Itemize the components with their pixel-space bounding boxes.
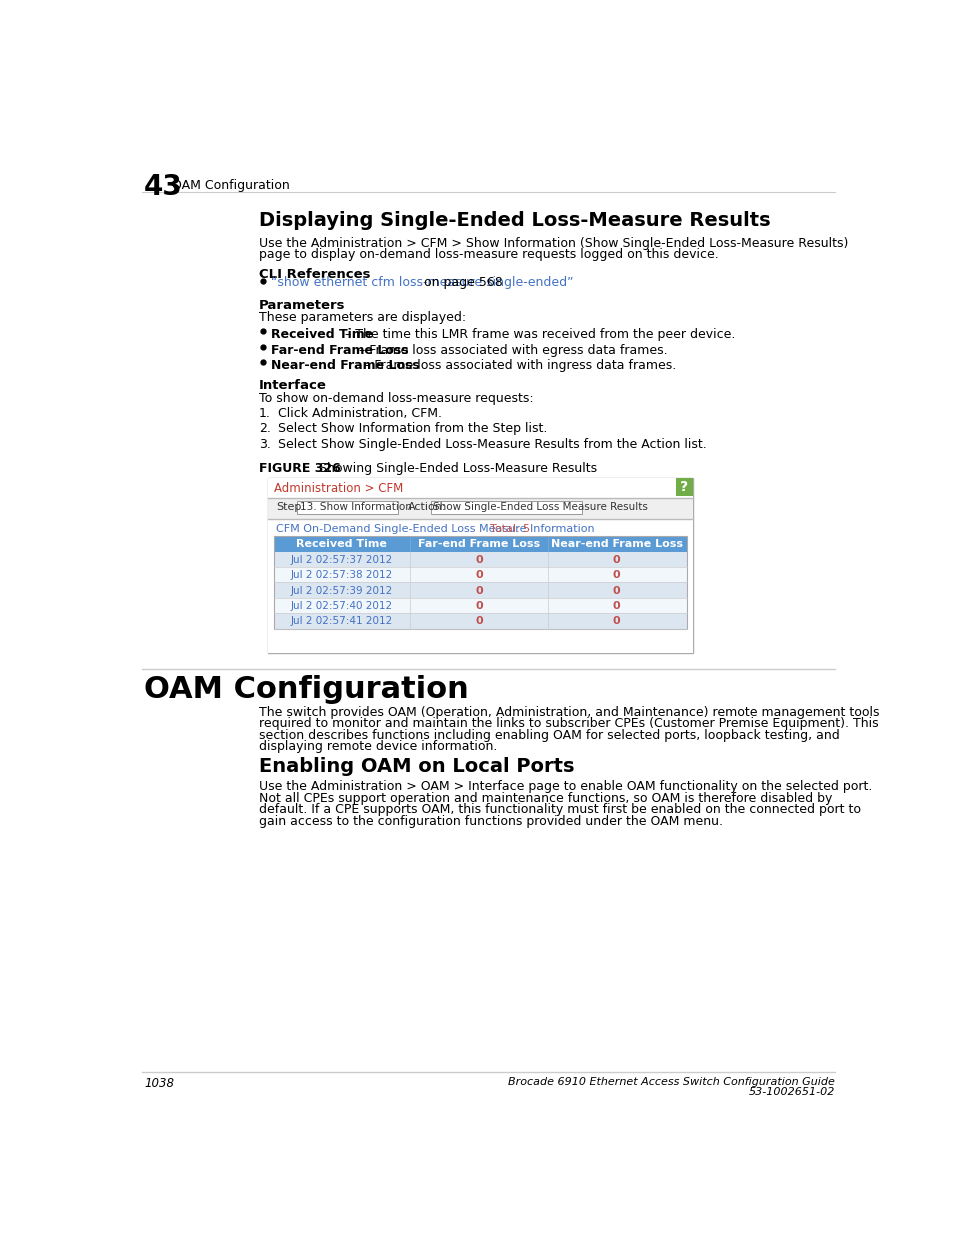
Text: Far-end Frame Loss: Far-end Frame Loss	[417, 538, 539, 548]
Text: 2.: 2.	[258, 422, 271, 435]
Text: 0: 0	[613, 616, 620, 626]
Bar	[431, 501, 581, 514]
Text: Administration > CFM: Administration > CFM	[274, 482, 403, 494]
Text: Show Single-Ended Loss Measure Results: Show Single-Ended Loss Measure Results	[433, 501, 647, 511]
Text: 0: 0	[475, 601, 482, 611]
Text: 0: 0	[613, 571, 620, 580]
Text: gain access to the configuration functions provided under the OAM menu.: gain access to the configuration functio…	[258, 815, 722, 827]
Text: CLI References: CLI References	[258, 268, 370, 282]
Text: Brocade 6910 Ethernet Access Switch Configuration Guide: Brocade 6910 Ethernet Access Switch Conf…	[508, 1077, 835, 1087]
Text: – Frame loss associated with egress data frames.: – Frame loss associated with egress data…	[355, 343, 667, 357]
Bar	[297, 501, 397, 514]
Text: 0: 0	[475, 616, 482, 626]
Text: Parameters: Parameters	[258, 299, 345, 312]
Text: 0: 0	[613, 585, 620, 595]
Text: on page 568: on page 568	[420, 275, 502, 289]
Text: 0: 0	[475, 585, 482, 595]
Text: Far-end Frame Loss: Far-end Frame Loss	[271, 343, 408, 357]
Bar	[675, 478, 692, 496]
Text: Jul 2 02:57:41 2012: Jul 2 02:57:41 2012	[291, 616, 393, 626]
Text: CFM On-Demand Single-Ended Loss Measure Information: CFM On-Demand Single-Ended Loss Measure …	[275, 524, 594, 534]
Text: Click Administration, CFM.: Click Administration, CFM.	[278, 406, 441, 420]
Text: 43: 43	[144, 173, 183, 201]
Text: 0: 0	[475, 571, 482, 580]
Text: displaying remote device information.: displaying remote device information.	[258, 740, 497, 753]
Bar	[268, 498, 692, 520]
Bar	[274, 583, 686, 598]
Text: Use the Administration > OAM > Interface page to enable OAM functionality on the: Use the Administration > OAM > Interface…	[258, 781, 871, 793]
Bar	[268, 520, 692, 653]
Text: Near-end Frame Loss: Near-end Frame Loss	[550, 538, 682, 548]
Text: 0: 0	[613, 601, 620, 611]
Text: 53-1002651-02: 53-1002651-02	[748, 1087, 835, 1097]
Text: 3.: 3.	[258, 437, 271, 451]
Text: The switch provides OAM (Operation, Administration, and Maintenance) remote mana: The switch provides OAM (Operation, Admi…	[258, 705, 879, 719]
Text: 0: 0	[613, 555, 620, 564]
Text: – Frame loss associated with ingress data frames.: – Frame loss associated with ingress dat…	[360, 359, 676, 372]
Text: section describes functions including enabling OAM for selected ports, loopback : section describes functions including en…	[258, 729, 839, 742]
Text: Select Show Information from the Step list.: Select Show Information from the Step li…	[278, 422, 547, 435]
Text: Action:: Action:	[407, 501, 446, 511]
Text: FIGURE 326: FIGURE 326	[258, 462, 340, 475]
Text: Near-end Frame Loss: Near-end Frame Loss	[271, 359, 419, 372]
Text: “show ethernet cfm loss-measure single-ended”: “show ethernet cfm loss-measure single-e…	[271, 275, 573, 289]
Bar	[274, 567, 686, 583]
Bar	[274, 552, 686, 567]
Text: default. If a CPE supports OAM, this functionality must first be enabled on the : default. If a CPE supports OAM, this fun…	[258, 804, 860, 816]
Text: Jul 2 02:57:38 2012: Jul 2 02:57:38 2012	[291, 571, 393, 580]
Text: Enabling OAM on Local Ports: Enabling OAM on Local Ports	[258, 757, 574, 777]
Text: required to monitor and maintain the links to subscriber CPEs (Customer Premise : required to monitor and maintain the lin…	[258, 718, 878, 730]
Text: Showing Single-Ended Loss-Measure Results: Showing Single-Ended Loss-Measure Result…	[307, 462, 597, 475]
Text: OAM Configuration: OAM Configuration	[144, 674, 468, 704]
Text: Jul 2 02:57:39 2012: Jul 2 02:57:39 2012	[291, 585, 393, 595]
Bar	[268, 478, 692, 653]
Text: Interface: Interface	[258, 379, 326, 393]
Text: 0: 0	[475, 555, 482, 564]
Text: Jul 2 02:57:40 2012: Jul 2 02:57:40 2012	[291, 601, 393, 611]
Text: 1.: 1.	[258, 406, 271, 420]
Text: 13. Show Information: 13. Show Information	[299, 501, 412, 511]
Text: OAM Configuration: OAM Configuration	[172, 179, 290, 191]
Bar	[274, 536, 686, 629]
Text: – The time this LMR frame was received from the peer device.: – The time this LMR frame was received f…	[340, 329, 735, 341]
Text: ?: ?	[679, 480, 687, 494]
Text: Not all CPEs support operation and maintenance functions, so OAM is therefore di: Not all CPEs support operation and maint…	[258, 792, 831, 805]
Text: Received Time: Received Time	[296, 538, 387, 548]
Text: 1038: 1038	[144, 1077, 173, 1089]
Bar	[274, 614, 686, 629]
Text: Jul 2 02:57:37 2012: Jul 2 02:57:37 2012	[291, 555, 393, 564]
Text: Step:: Step:	[275, 501, 304, 511]
Text: page to display on-demand loss-measure requests logged on this device.: page to display on-demand loss-measure r…	[258, 248, 718, 262]
Text: Use the Administration > CFM > Show Information (Show Single-Ended Loss-Measure : Use the Administration > CFM > Show Info…	[258, 237, 847, 249]
Text: Total: 5: Total: 5	[483, 524, 530, 534]
Bar	[268, 478, 692, 498]
Bar	[274, 598, 686, 614]
Text: Received Time: Received Time	[271, 329, 373, 341]
Text: To show on-demand loss-measure requests:: To show on-demand loss-measure requests:	[258, 391, 533, 405]
Text: These parameters are displayed:: These parameters are displayed:	[258, 311, 465, 325]
Text: Displaying Single-Ended Loss-Measure Results: Displaying Single-Ended Loss-Measure Res…	[258, 211, 770, 231]
Text: Select Show Single-Ended Loss-Measure Results from the Action list.: Select Show Single-Ended Loss-Measure Re…	[278, 437, 706, 451]
Bar	[274, 536, 686, 552]
